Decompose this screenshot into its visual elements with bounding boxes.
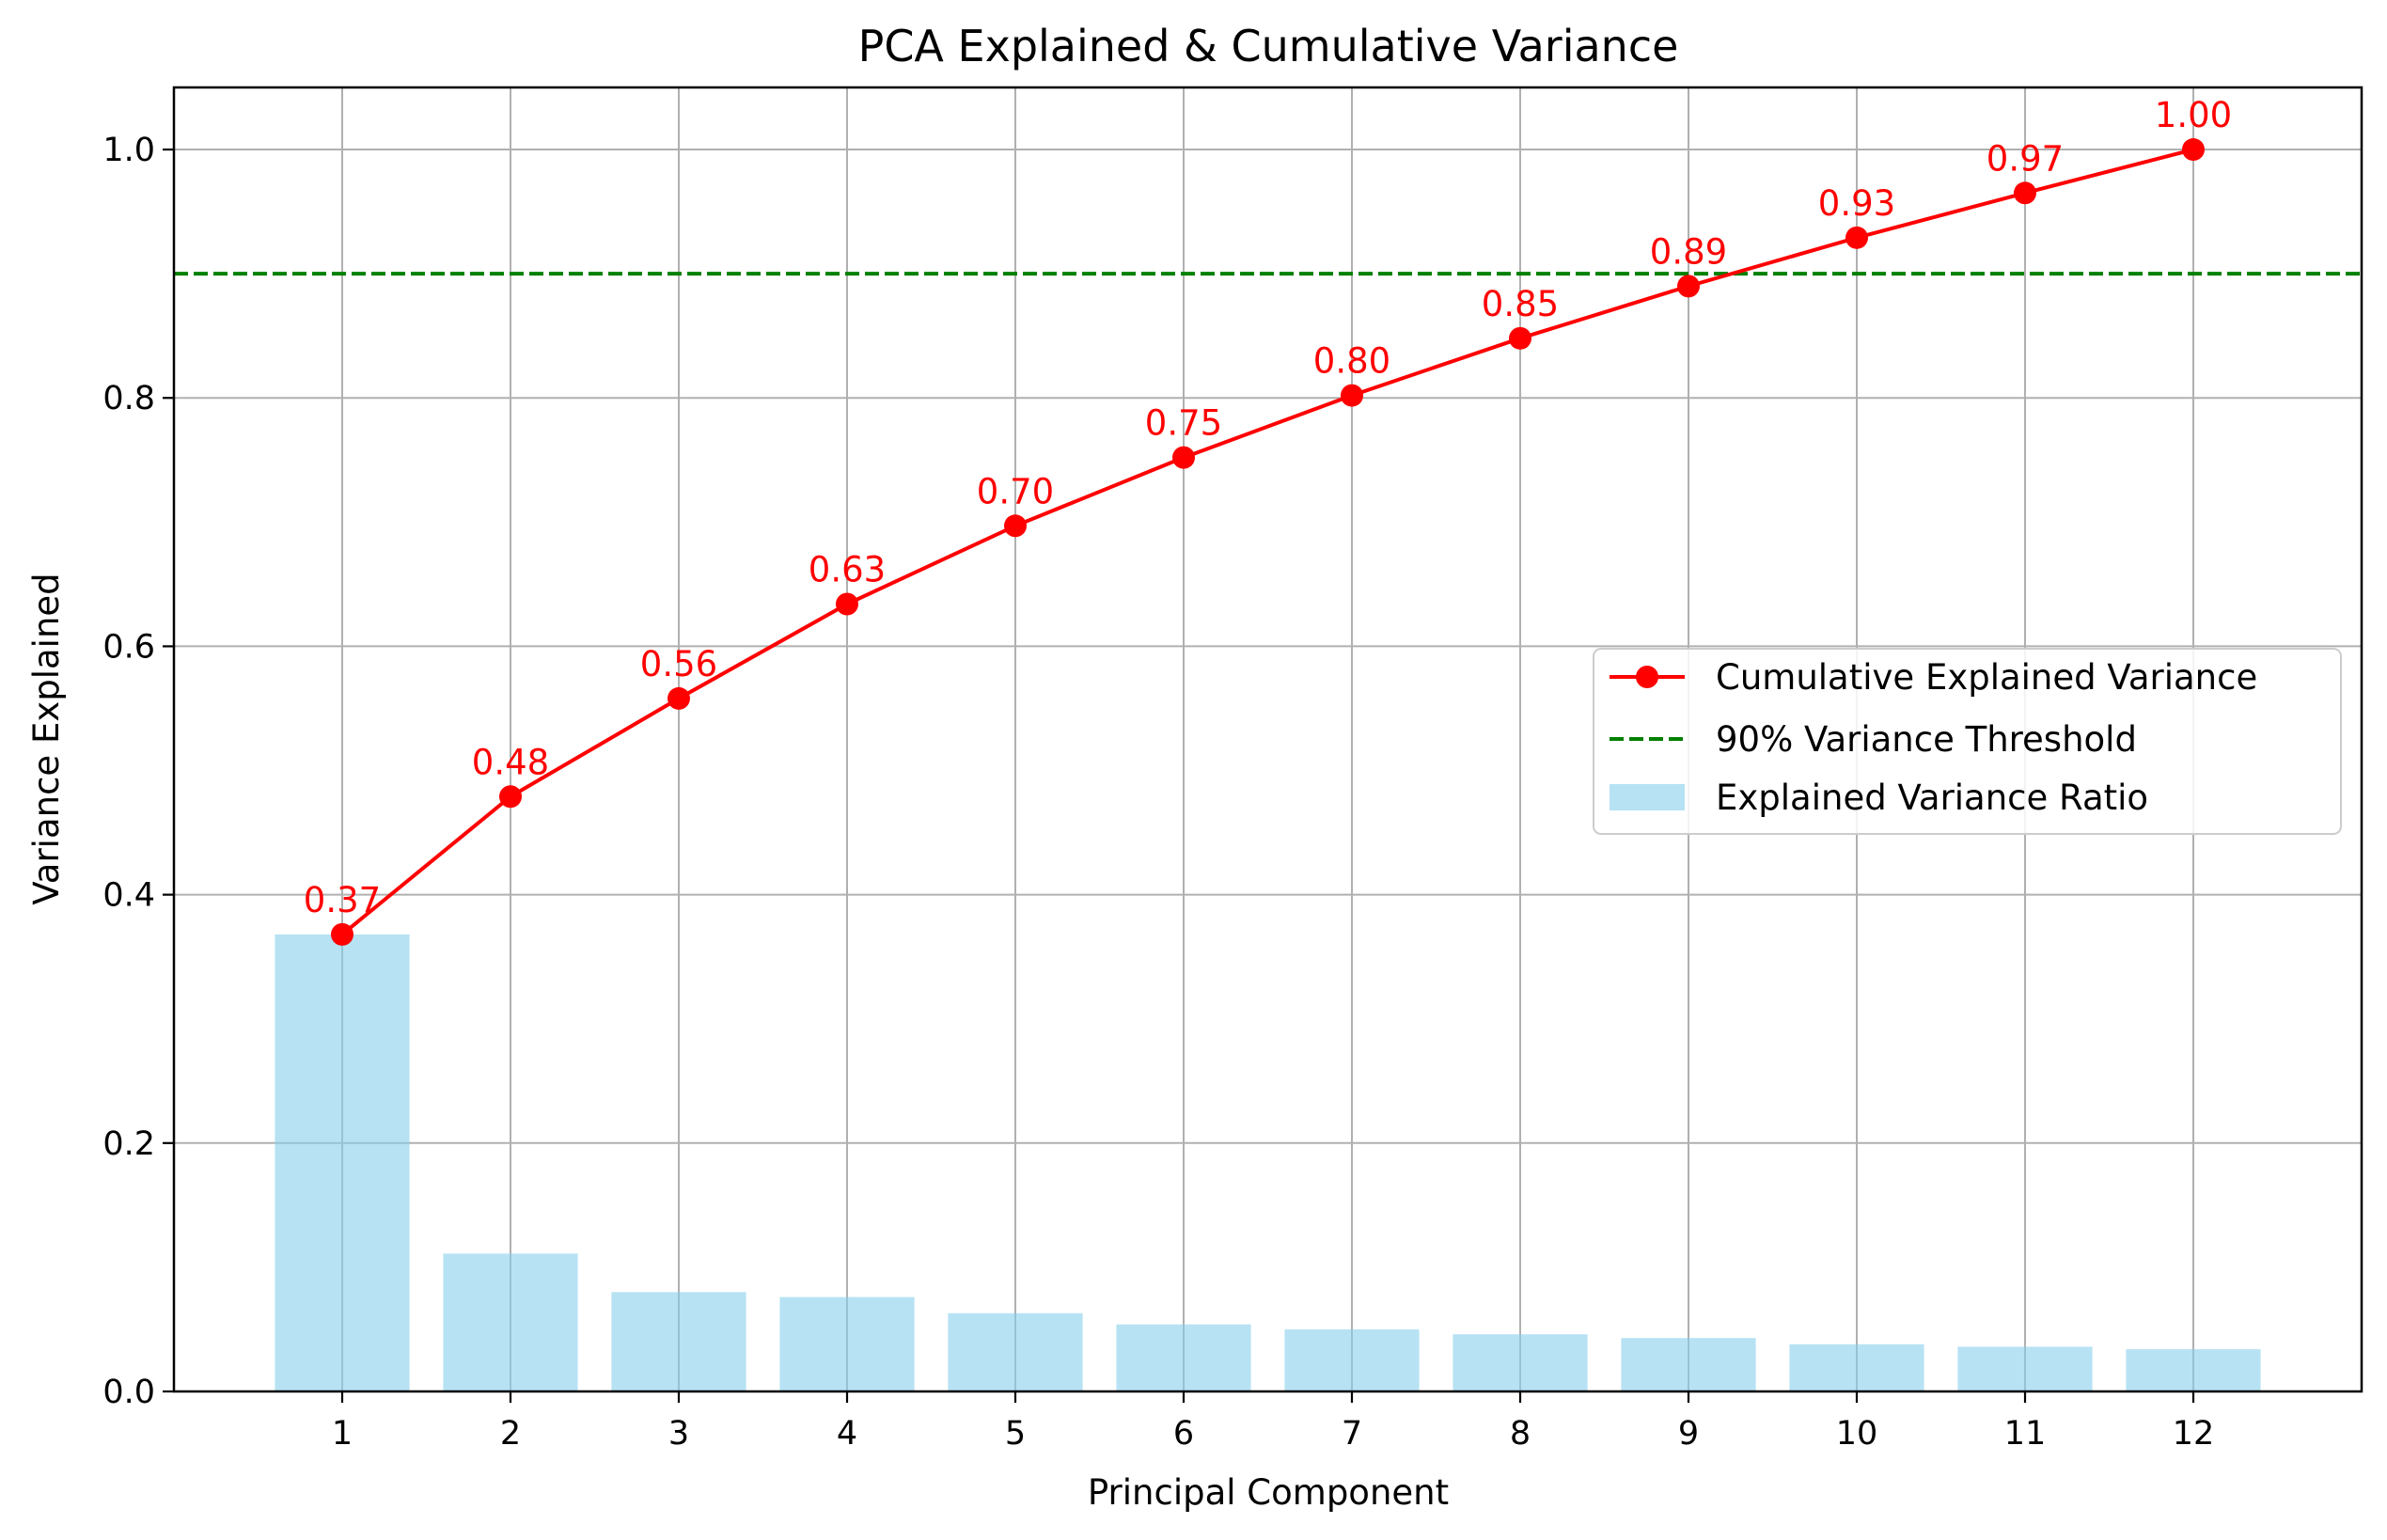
y-tick-label: 0.2	[102, 1125, 155, 1163]
x-tick-label: 7	[1342, 1415, 1362, 1453]
cumulative-data-label: 0.89	[1650, 231, 1727, 272]
y-axis-ticks: 0.0 0.2 0.4 0.6 0.8 1.0	[102, 132, 174, 1411]
y-tick-label: 0.8	[102, 380, 155, 417]
y-axis-label: Variance Explained	[26, 573, 67, 904]
cumulative-line	[340, 148, 2194, 936]
variance-bar	[1621, 1338, 1756, 1391]
cumulative-point	[1509, 326, 1531, 350]
y-tick-label: 0.0	[102, 1374, 155, 1411]
x-tick-label: 5	[1005, 1415, 1026, 1453]
y-tick-label: 0.4	[102, 877, 155, 915]
y-tick-label: 0.6	[102, 628, 155, 666]
cumulative-series	[331, 138, 2205, 946]
chart-title: PCA Explained & Cumulative Variance	[858, 21, 1679, 71]
x-axis-label: Principal Component	[1088, 1472, 1449, 1513]
cumulative-data-label: 0.48	[472, 742, 549, 782]
y-tick-label: 1.0	[102, 132, 155, 169]
x-tick-label: 8	[1510, 1415, 1531, 1453]
cumulative-point	[2014, 181, 2036, 205]
cumulative-data-label: 1.00	[2155, 95, 2232, 135]
cumulative-data-label: 0.63	[809, 550, 886, 590]
cumulative-data-label: 0.56	[640, 644, 717, 684]
x-tick-label: 3	[668, 1415, 689, 1453]
legend-bar-swatch	[1610, 784, 1685, 810]
x-tick-label: 1	[332, 1415, 353, 1453]
x-tick-label: 2	[500, 1415, 521, 1453]
cumulative-point	[1004, 514, 1027, 538]
plot-area-frame	[172, 86, 2363, 1393]
cumulative-point	[667, 686, 690, 710]
variance-bar	[611, 1292, 746, 1391]
legend-label: 90% Variance Threshold	[1716, 719, 2137, 760]
variance-bar	[1116, 1324, 1251, 1391]
bar-series	[275, 934, 2261, 1391]
cumulative-data-label: 0.85	[1482, 284, 1559, 324]
cumulative-data-label: 0.97	[1987, 138, 2064, 179]
cumulative-point	[1341, 384, 1363, 407]
cumulative-data-label: 0.75	[1145, 403, 1222, 444]
x-tick-label: 10	[1836, 1415, 1878, 1453]
variance-bar	[1453, 1334, 1588, 1391]
cumulative-data-label: 0.80	[1313, 341, 1390, 382]
legend-label: Explained Variance Ratio	[1716, 778, 2148, 818]
legend-marker-swatch	[1636, 666, 1658, 688]
data-labels: 0.37 0.48 0.56 0.63 0.70 0.75 0.80 0.85 0.89 0.93…	[304, 95, 2232, 920]
cumulative-point	[2182, 138, 2205, 162]
legend-box	[1593, 648, 2342, 835]
variance-bar	[1284, 1328, 1420, 1391]
cumulative-data-label: 0.93	[1818, 183, 1895, 224]
x-tick-label: 4	[837, 1415, 857, 1453]
cumulative-data-label: 0.70	[977, 471, 1054, 511]
legend: Cumulative Explained Variance 90% Varianc…	[1593, 648, 2342, 835]
variance-bar	[1957, 1346, 2093, 1391]
x-tick-label: 12	[2173, 1415, 2215, 1453]
cumulative-point	[836, 592, 858, 616]
x-tick-label: 11	[2004, 1415, 2047, 1453]
x-tick-label: 9	[1678, 1415, 1699, 1453]
variance-bar	[443, 1253, 578, 1391]
x-tick-label: 6	[1173, 1415, 1194, 1453]
variance-bar	[779, 1296, 915, 1391]
variance-bar	[2126, 1349, 2261, 1391]
x-axis-ticks: 1 2 3 4 5 6 7 8 9 10 11 12	[332, 1391, 2214, 1453]
variance-bar	[948, 1312, 1083, 1391]
cumulative-point	[1677, 275, 1700, 298]
cumulative-point	[499, 785, 522, 809]
cumulative-point	[1845, 226, 1868, 249]
legend-label: Cumulative Explained Variance	[1716, 657, 2257, 698]
cumulative-point	[331, 922, 353, 946]
cumulative-data-label: 0.37	[304, 880, 381, 920]
variance-bar	[275, 934, 410, 1391]
cumulative-point	[1172, 446, 1195, 469]
variance-bar	[1789, 1344, 1924, 1391]
